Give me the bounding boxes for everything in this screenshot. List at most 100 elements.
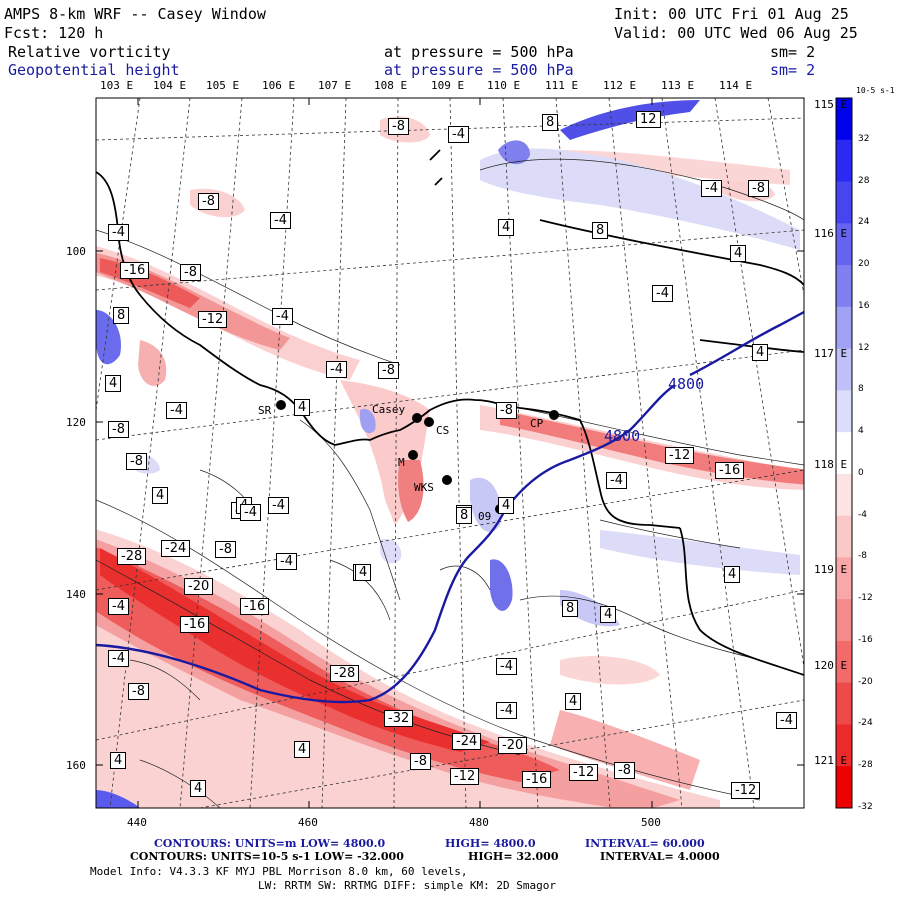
colorbar-swatch	[836, 98, 852, 141]
contour-value-label: -4	[108, 598, 129, 615]
contour-value-label: -4	[496, 702, 517, 719]
init-time: Init: 00 UTC Fri 01 Aug 25	[614, 5, 849, 23]
contour-value-label: -8	[748, 180, 769, 197]
colorbar	[835, 97, 853, 809]
lon-label: 114 E	[719, 79, 753, 92]
lon-label: 113 E	[661, 79, 695, 92]
lon-label-right: 118 E	[814, 458, 848, 471]
field2-name: Geopotential height	[8, 61, 180, 79]
colorbar-label: 24	[858, 217, 870, 228]
contour-value-label: -4	[240, 504, 261, 521]
field2-level: at pressure = 500 hPa	[384, 61, 574, 79]
contour-value-label: -12	[569, 764, 599, 781]
station-marker	[276, 400, 286, 410]
lon-label-right: 115 E	[814, 98, 848, 111]
contour-value-label: -8	[614, 762, 635, 779]
geopotential-height-contour	[96, 310, 804, 704]
contour-value-label: -24	[452, 733, 482, 750]
footer-height-interval: INTERVAL= 60.000	[585, 837, 705, 850]
contour-value-label: -8	[496, 402, 517, 419]
footer-vorticity-contours: CONTOURS: UNITS=10-5 s-1 LOW= -32.000	[130, 850, 404, 863]
colorbar-swatch	[836, 599, 852, 642]
contour-value-label: -16	[522, 771, 552, 788]
colorbar-swatch	[836, 557, 852, 600]
lon-label: 108 E	[374, 79, 408, 92]
colorbar-label: 20	[858, 259, 870, 270]
y-tick-label: 100	[66, 245, 86, 258]
plot-frame	[95, 97, 805, 809]
station-label: CP	[530, 417, 544, 430]
colorbar-swatch	[836, 265, 852, 308]
station-label: 09	[478, 510, 492, 523]
footer-vorticity-high: HIGH= 32.000	[468, 850, 559, 863]
contour-value-label: -16	[715, 462, 745, 479]
axis-ticks	[96, 98, 804, 808]
colorbar-label: 0	[858, 467, 864, 478]
contour-value-label: -12	[198, 311, 228, 328]
lon-label: 107 E	[318, 79, 352, 92]
contour-value-label: 4	[190, 780, 207, 797]
contour-value-label: -4	[270, 212, 291, 229]
colorbar-swatch	[836, 348, 852, 391]
contour-value-label: 12	[636, 111, 661, 128]
colorbar-label: 32	[858, 133, 870, 144]
contour-value-label: 4	[600, 606, 617, 623]
lon-label: 104 E	[153, 79, 187, 92]
contour-value-label: 4	[294, 399, 311, 416]
colorbar-unit: 10-5 s-1	[856, 86, 895, 95]
lon-label-right: 120 E	[814, 659, 848, 672]
contour-value-label: -4	[166, 402, 187, 419]
contour-value-label: -32	[384, 710, 414, 727]
stations	[276, 400, 559, 514]
contour-value-label: 8	[456, 507, 473, 524]
contour-value-label: 4	[152, 487, 169, 504]
colorbar-swatch	[836, 766, 852, 809]
contour-value-label: -4	[448, 126, 469, 143]
contour-value-label: 8	[113, 307, 130, 324]
contour-value-label: -20	[498, 737, 528, 754]
station-marker	[549, 410, 559, 420]
colorbar-label: -28	[858, 760, 873, 771]
contour-value-label: -16	[240, 598, 270, 615]
x-tick-label: 440	[127, 816, 147, 829]
y-tick-label: 140	[66, 588, 86, 601]
contour-value-label: -4	[108, 650, 129, 667]
colorbar-swatch	[836, 432, 852, 475]
contour-value-label: 4	[498, 497, 515, 514]
footer-height-high: HIGH= 4800.0	[445, 837, 536, 850]
station-marker	[442, 475, 452, 485]
colorbar-swatch	[836, 181, 852, 224]
colorbar-label: 8	[858, 384, 864, 395]
contour-value-label: 4	[105, 375, 122, 392]
contour-value-label: -28	[117, 548, 147, 565]
colorbar-label: -32	[858, 802, 873, 812]
contour-value-label: 4	[565, 693, 582, 710]
contour-value-label: 4	[355, 564, 372, 581]
height-label: 4800	[668, 375, 705, 393]
contour-value-label: -12	[450, 768, 480, 785]
colorbar-label: -16	[858, 634, 873, 645]
station-label: CS	[436, 424, 450, 437]
contour-value-label: 4	[294, 741, 311, 758]
contour-value-label: 8	[592, 222, 609, 239]
contour-value-label: 4	[498, 219, 515, 236]
station-marker	[412, 413, 422, 423]
lon-label-right: 117 E	[814, 347, 848, 360]
station-label: SR	[258, 404, 272, 417]
colorbar-label: -24	[858, 718, 873, 729]
field1-smoothing: sm= 2	[770, 43, 816, 61]
footer-model-info: Model Info: V4.3.3 KF MYJ PBL Morrison 8…	[90, 865, 468, 878]
colorbar-label: 4	[858, 426, 864, 437]
contour-value-label: -8	[108, 421, 129, 438]
colorbar-swatch	[836, 724, 852, 767]
model-title: AMPS 8-km WRF -- Casey Window	[4, 5, 266, 23]
contour-value-label: -4	[606, 472, 627, 489]
contour-value-label: -8	[388, 118, 409, 135]
contour-value-label: -8	[180, 264, 201, 281]
contour-value-label: -4	[496, 658, 517, 675]
x-tick-label: 460	[298, 816, 318, 829]
contour-value-label: -16	[180, 616, 210, 633]
contour-value-label: -16	[120, 262, 150, 279]
contour-value-label: -8	[410, 753, 431, 770]
